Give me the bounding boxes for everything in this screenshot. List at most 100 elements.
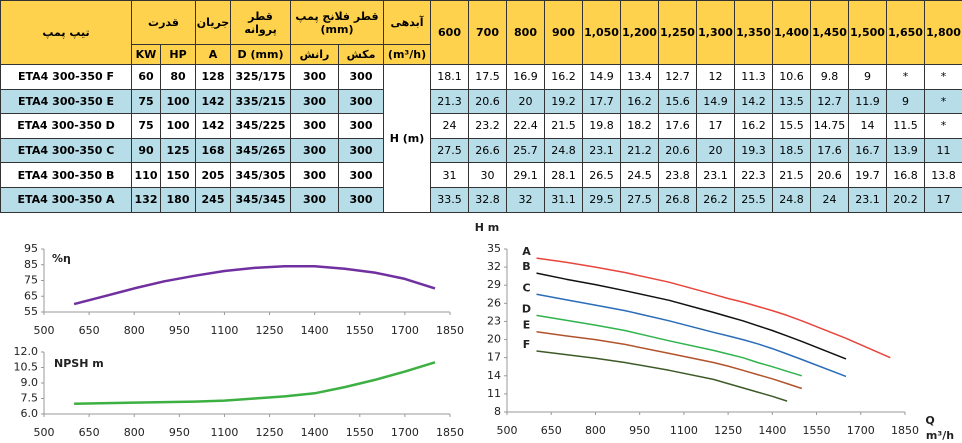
flow-header: 1,400	[772, 0, 812, 65]
line	[74, 361, 436, 405]
cell: 205	[195, 162, 232, 188]
cell: 17.7	[582, 88, 622, 115]
y-tick-label: 10.5	[14, 361, 39, 374]
y-tick-label: 17	[487, 351, 501, 364]
x-tick-label: 1100	[210, 426, 238, 439]
line	[536, 272, 847, 360]
cell: 142	[195, 113, 232, 139]
cell: 12	[696, 64, 736, 90]
table-row: ETA4 300-350 A 132 180 245 345/345 300 300 33.5…	[0, 186, 962, 213]
cell: 24.5	[620, 162, 660, 188]
y-tick-label: 20	[487, 333, 501, 346]
cell: 300	[338, 113, 385, 139]
x-tick-label: 500	[497, 424, 518, 437]
cell: 300	[338, 64, 385, 90]
cell: 300	[290, 162, 340, 188]
cell: 345/345	[230, 186, 292, 213]
cell: 18.2	[620, 113, 660, 139]
cell: *	[924, 113, 962, 139]
cell: 14	[848, 113, 888, 139]
x-tick-label: 1250	[256, 426, 284, 439]
cell: 19.2	[544, 88, 584, 115]
x-tick-label: 1550	[346, 324, 374, 337]
x-tick-label: 1400	[301, 324, 329, 337]
flow-header: 1,500	[848, 0, 888, 65]
line	[536, 330, 803, 390]
pump-type: ETA4 300-350 C	[0, 137, 132, 164]
x-tick-label: 1100	[670, 424, 698, 437]
cell: 26.6	[468, 137, 508, 164]
cell: 20.6	[810, 162, 850, 188]
table-row: ETA4 300-350 F 60 80 128 325/175 300 300 H (m) 1…	[0, 64, 962, 213]
table-row: ETA4 300-350 D 75 100 142 345/225 300 300 24 23.…	[0, 113, 962, 139]
y-tick-label: 85	[24, 258, 38, 271]
header-cell: قطر فلانج پمپ (mm)	[290, 0, 385, 45]
cell: 300	[338, 162, 385, 188]
pump-type: ETA4 300-350 A	[0, 186, 132, 213]
y-tick-label: 8	[494, 405, 501, 418]
x-tick-label: 950	[629, 424, 650, 437]
series-label: F	[523, 338, 531, 351]
cell: 13.5	[772, 88, 812, 115]
cell: 128	[195, 64, 232, 90]
header-cell: تیپ پمپ	[0, 0, 132, 65]
cell: 20	[696, 137, 736, 164]
cell: 32	[506, 186, 546, 213]
cell: 9.8	[810, 64, 850, 90]
table-row: ETA4 300-350 E 75 100 142 335/215 300 300 21.3 2…	[0, 88, 962, 115]
cell: 15.5	[772, 113, 812, 139]
cell: 26.2	[696, 186, 736, 213]
cell: 20	[506, 88, 546, 115]
cell: 16.9	[506, 64, 546, 90]
cell: 9	[886, 88, 926, 115]
cell: 18.1	[430, 64, 470, 90]
cell: 18.5	[772, 137, 812, 164]
x-tick-label: 650	[79, 324, 100, 337]
y-axis-label: NPSH m	[54, 357, 104, 370]
cell: 31	[430, 162, 470, 188]
flow-header: 1,350	[734, 0, 774, 65]
cell: 100	[159, 88, 197, 115]
cell: 13.9	[886, 137, 926, 164]
cell: 23.1	[696, 162, 736, 188]
cell: 14.9	[696, 88, 736, 115]
header-cell: قدرت	[130, 0, 197, 45]
cell: 11	[924, 137, 962, 164]
cell: 12.7	[658, 64, 698, 90]
series-label: D	[522, 302, 531, 315]
y-tick-label: 6.0	[21, 407, 39, 420]
flow-header: 1,650	[886, 0, 926, 65]
x-tick-label: 950	[169, 426, 190, 439]
y-tick-label: 26	[487, 296, 501, 309]
cell: 16.2	[620, 88, 660, 115]
cell: 31.1	[544, 186, 584, 213]
cell: 23.8	[658, 162, 698, 188]
y-tick-label: 29	[487, 278, 501, 291]
y-tick-label: 95	[24, 242, 38, 255]
flow-header: 600	[430, 0, 470, 65]
line	[536, 257, 891, 359]
y-axis-label: %η	[52, 252, 71, 265]
sub-header: D (mm)	[230, 44, 292, 65]
flow-header: 1,800	[924, 0, 962, 65]
y-axis-label: H m	[475, 221, 500, 234]
x-tick-label: 1850	[436, 324, 464, 337]
series-label: E	[523, 319, 531, 332]
cell: 11.5	[886, 113, 926, 139]
x-tick-label: 1550	[346, 426, 374, 439]
cell: 80	[159, 64, 197, 90]
flow-header: 1,050	[582, 0, 622, 65]
cell: 19.7	[848, 162, 888, 188]
cell: 300	[338, 137, 385, 164]
cell: 335/215	[230, 88, 292, 115]
cell: 150	[159, 162, 197, 188]
cell: 21.5	[772, 162, 812, 188]
cell: 13.4	[620, 64, 660, 90]
cell: *	[924, 64, 962, 90]
performance-table: تیپ پمپ قدرت جریان قطر پروانه قطر فلانج پمپ …	[0, 0, 962, 213]
cell: 12.7	[810, 88, 850, 115]
sub-header: (m³/h)	[383, 44, 432, 65]
cell: 17.6	[658, 113, 698, 139]
table-row: ETA4 300-350 C 90 125 168 345/265 300 300 27.5 2…	[0, 137, 962, 164]
y-tick-label: 55	[24, 305, 38, 318]
